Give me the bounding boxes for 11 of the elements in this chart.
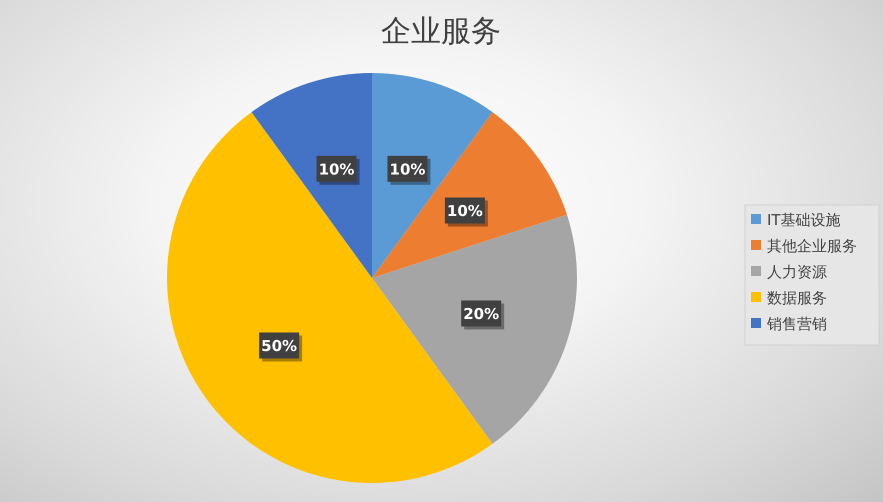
data-label: 50% [261, 336, 298, 355]
data-label: 10% [446, 202, 483, 220]
legend-label: IT基础设施 [767, 211, 841, 229]
chart-title: 企业服务 [381, 14, 501, 49]
data-label: 10% [318, 160, 354, 178]
data-label: 10% [390, 160, 426, 178]
legend-label: 数据服务 [767, 289, 827, 307]
data-label: 20% [463, 304, 500, 323]
legend-label: 人力资源 [767, 263, 827, 281]
legend-label: 销售营销 [766, 315, 827, 333]
legend-label: 其他企业服务 [767, 237, 857, 255]
